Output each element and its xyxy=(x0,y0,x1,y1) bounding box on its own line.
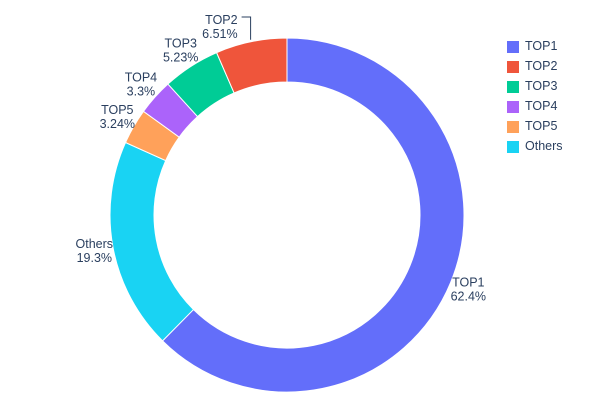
legend-swatch-others xyxy=(507,140,519,153)
pie-slice-top1[interactable] xyxy=(161,37,465,393)
legend-swatch-top1 xyxy=(507,40,519,53)
legend-entry-top1[interactable]: TOP1 xyxy=(507,40,563,53)
label-leader-line xyxy=(241,16,252,40)
legend-entry-top4[interactable]: TOP4 xyxy=(507,100,563,113)
legend-label: TOP3 xyxy=(525,79,558,93)
legend-label: TOP5 xyxy=(525,119,558,133)
pie-slice-top2[interactable] xyxy=(215,37,288,94)
legend-swatch-top5 xyxy=(507,120,519,133)
slice-label-top4: TOP4 3.3% xyxy=(125,70,157,98)
legend-label: Others xyxy=(525,139,563,153)
slice-label-top2: TOP2 6.51% xyxy=(202,13,238,41)
legend-swatch-top4 xyxy=(507,100,519,113)
pie-slice-others[interactable] xyxy=(109,141,195,342)
slice-label-others: Others 19.3% xyxy=(76,237,114,265)
legend-swatch-top2 xyxy=(507,60,519,73)
legend-swatch-top3 xyxy=(507,80,519,93)
legend-entry-others[interactable]: Others xyxy=(507,140,563,153)
slice-label-top1: TOP1 62.4% xyxy=(451,276,486,304)
legend-entry-top3[interactable]: TOP3 xyxy=(507,80,563,93)
slice-label-top3: TOP3 5.23% xyxy=(163,36,198,64)
legend-label: TOP2 xyxy=(525,59,558,73)
legend: TOP1 TOP2 TOP3 TOP4 TOP5 Others xyxy=(507,40,563,153)
legend-entry-top2[interactable]: TOP2 xyxy=(507,60,563,73)
legend-label: TOP1 xyxy=(525,39,558,53)
slice-label-top5: TOP5 3.24% xyxy=(100,103,135,131)
legend-label: TOP4 xyxy=(525,99,558,113)
legend-entry-top5[interactable]: TOP5 xyxy=(507,120,563,133)
